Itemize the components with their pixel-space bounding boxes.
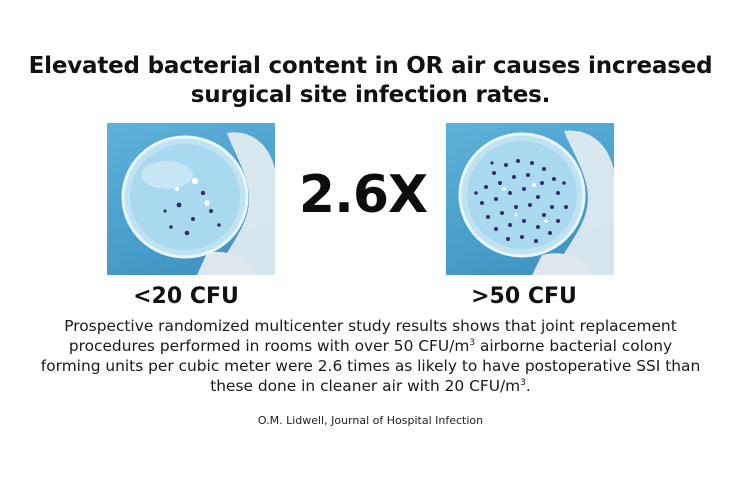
multiplier-value: 2.6X [298,165,428,225]
description-part-1: Prospective randomized multicenter study… [64,317,677,355]
high-cfu-label: >50 CFU [471,284,577,309]
petri-dish-high-cfu-image [446,123,614,275]
citation: O.M. Lidwell, Journal of Hospital Infect… [257,414,484,427]
headline-line-1: Elevated bacterial content in OR air cau… [28,53,713,79]
petri-dish-low-cfu-image [107,123,275,275]
description-part-2: airborne bacterial colony forming units … [40,337,701,395]
study-description: Prospective randomized multicenter study… [40,316,701,396]
low-cfu-label: <20 CFU [133,284,239,309]
headline: Elevated bacterial content in OR air cau… [0,52,741,110]
description-superscript-1: 3 [469,337,476,348]
description-part-3: . [525,377,531,395]
description-superscript-2: 3 [520,377,526,388]
headline-line-2: surgical site infection rates. [190,82,551,108]
